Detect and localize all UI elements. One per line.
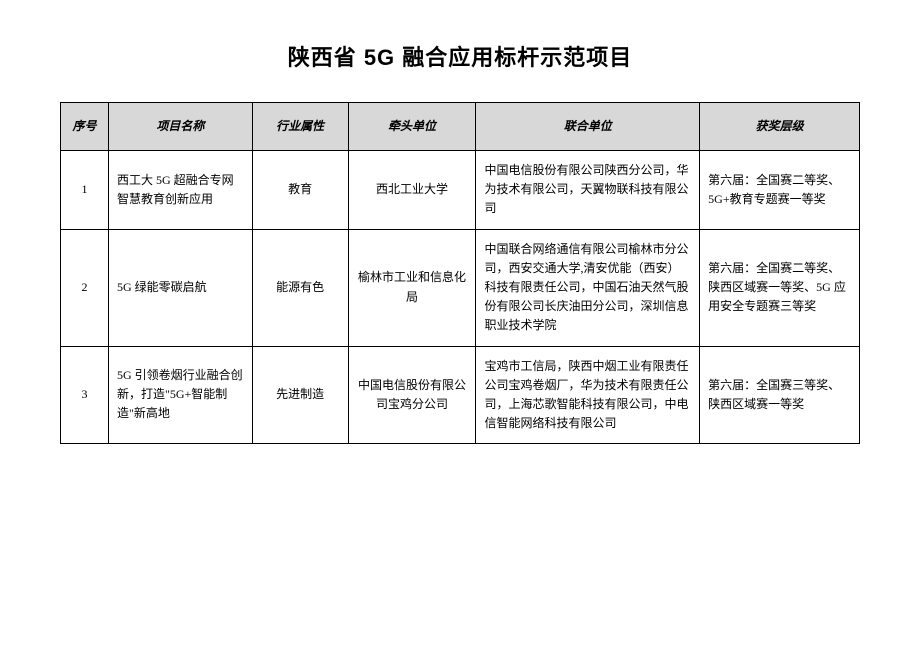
- table-row: 1 西工大 5G 超融合专网智慧教育创新应用 教育 西北工业大学 中国电信股份有…: [61, 151, 860, 230]
- cell-seq: 1: [61, 151, 109, 230]
- cell-name: 西工大 5G 超融合专网智慧教育创新应用: [108, 151, 252, 230]
- cell-lead: 西北工业大学: [348, 151, 476, 230]
- table-row: 3 5G 引领卷烟行业融合创新，打造"5G+智能制造"新高地 先进制造 中国电信…: [61, 346, 860, 444]
- cell-joint: 中国联合网络通信有限公司榆林市分公司，西安交通大学,清安优能（西安）科技有限责任…: [476, 229, 700, 346]
- cell-industry: 能源有色: [252, 229, 348, 346]
- col-header-award: 获奖层级: [700, 103, 860, 151]
- table-row: 2 5G 绿能零碳启航 能源有色 榆林市工业和信息化局 中国联合网络通信有限公司…: [61, 229, 860, 346]
- cell-industry: 教育: [252, 151, 348, 230]
- col-header-industry: 行业属性: [252, 103, 348, 151]
- col-header-lead: 牵头单位: [348, 103, 476, 151]
- cell-award: 第六届：全国赛三等奖、陕西区域赛一等奖: [700, 346, 860, 444]
- cell-name: 5G 引领卷烟行业融合创新，打造"5G+智能制造"新高地: [108, 346, 252, 444]
- cell-industry: 先进制造: [252, 346, 348, 444]
- page-title: 陕西省 5G 融合应用标杆示范项目: [60, 40, 860, 72]
- cell-award: 第六届：全国赛二等奖、5G+教育专题赛一等奖: [700, 151, 860, 230]
- cell-lead: 榆林市工业和信息化局: [348, 229, 476, 346]
- cell-seq: 2: [61, 229, 109, 346]
- table-header-row: 序号 项目名称 行业属性 牵头单位 联合单位 获奖层级: [61, 103, 860, 151]
- col-header-joint: 联合单位: [476, 103, 700, 151]
- cell-joint: 中国电信股份有限公司陕西分公司，华为技术有限公司，天翼物联科技有限公司: [476, 151, 700, 230]
- cell-seq: 3: [61, 346, 109, 444]
- cell-award: 第六届：全国赛二等奖、陕西区域赛一等奖、5G 应用安全专题赛三等奖: [700, 229, 860, 346]
- projects-table: 序号 项目名称 行业属性 牵头单位 联合单位 获奖层级 1 西工大 5G 超融合…: [60, 102, 860, 444]
- cell-joint: 宝鸡市工信局，陕西中烟工业有限责任公司宝鸡卷烟厂，华为技术有限责任公司，上海芯歌…: [476, 346, 700, 444]
- cell-lead: 中国电信股份有限公司宝鸡分公司: [348, 346, 476, 444]
- col-header-seq: 序号: [61, 103, 109, 151]
- col-header-name: 项目名称: [108, 103, 252, 151]
- cell-name: 5G 绿能零碳启航: [108, 229, 252, 346]
